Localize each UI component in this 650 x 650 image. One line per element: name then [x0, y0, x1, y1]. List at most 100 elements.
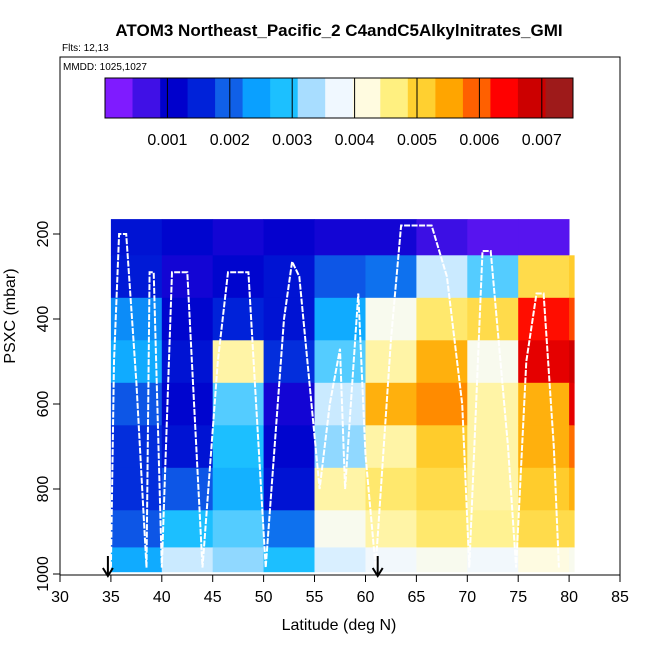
- colorbar-tick-label: 0.006: [459, 132, 499, 149]
- heatmap-cell: [314, 219, 366, 256]
- colorbar-frame: [104, 77, 574, 119]
- heatmap-cell: [569, 467, 575, 511]
- heatmap-cell: [518, 547, 570, 573]
- heatmap-cell: [263, 510, 315, 548]
- x-tick-label: 30: [51, 589, 69, 606]
- heatmap-cell: [569, 255, 575, 299]
- y-tick-label: 600: [35, 391, 52, 418]
- x-tick-label: 55: [306, 589, 324, 606]
- y-axis: 200 400 600 800 1000: [35, 221, 60, 592]
- heatmap-cell: [416, 547, 468, 573]
- heatmap-cell: [416, 382, 468, 426]
- colorbar-tick-label: 0.002: [210, 132, 250, 149]
- heatmap-cell: [110, 510, 163, 548]
- colorbar: 0.001 0.002 0.003 0.004 0.005 0.006 0.007: [104, 77, 574, 149]
- colorbar-segment: [435, 78, 464, 118]
- heatmap-cell: [416, 297, 468, 341]
- colorbar-segment: [462, 78, 491, 118]
- colorbar-segment: [242, 78, 271, 118]
- y-tick-label: 400: [35, 306, 52, 333]
- heatmap-cell: [569, 297, 575, 341]
- colorbar-segment: [187, 78, 216, 118]
- heatmap-cell: [467, 547, 519, 573]
- heatmap-cell: [212, 547, 264, 573]
- x-tick-label: 35: [102, 589, 120, 606]
- heatmap-cell: [416, 510, 468, 548]
- y-axis-label: PSXC (mbar): [2, 268, 19, 363]
- flight-track: [109, 224, 560, 568]
- heatmap-cell: [161, 425, 214, 469]
- colorbar-segment: [407, 78, 436, 118]
- colorbar-segment: [297, 78, 326, 118]
- heatmap-cell: [569, 510, 575, 548]
- y-tick-label: 200: [35, 221, 52, 248]
- heatmap-cell: [365, 255, 417, 299]
- colorbar-segment: [517, 78, 546, 118]
- colorbar-segment: [270, 78, 299, 118]
- heatmap-cell: [416, 340, 468, 384]
- heatmap-cell: [518, 340, 570, 384]
- heatmap-cell: [518, 219, 570, 256]
- x-tick-label: 40: [153, 589, 171, 606]
- y-tick-label: 1000: [35, 556, 52, 592]
- heatmap-cell: [263, 382, 315, 426]
- heatmap-cell: [518, 467, 570, 511]
- heatmap-cell: [518, 425, 570, 469]
- heatmap-cell: [416, 467, 468, 511]
- colorbar-tick-label: 0.004: [335, 132, 375, 149]
- date-annotation: MMDD: 1025,1027: [63, 62, 147, 73]
- heatmap-cell: [518, 510, 570, 548]
- heatmap-cell: [467, 467, 519, 511]
- heatmap-cell: [467, 425, 519, 469]
- colorbar-segment: [160, 78, 188, 118]
- heatmap-cell: [569, 382, 575, 426]
- latitude-arrows: [102, 556, 384, 578]
- colorbar-tick-label: 0.007: [522, 132, 562, 149]
- x-tick-label: 50: [255, 589, 273, 606]
- heatmap-cell: [518, 382, 570, 426]
- latitude-arrow-head: [371, 567, 384, 578]
- heatmap-cell: [212, 510, 264, 548]
- heatmap-cell: [314, 382, 366, 426]
- heatmap-cell: [518, 255, 570, 299]
- heatmap-cell: [110, 425, 163, 469]
- heatmap-cell: [212, 219, 264, 256]
- heatmap-cell: [569, 547, 575, 573]
- heatmap-cell: [467, 219, 519, 256]
- colorbar-segment: [105, 78, 133, 118]
- heatmap-cell: [161, 467, 214, 511]
- x-tick-label: 85: [611, 589, 629, 606]
- heatmap-cell: [569, 340, 575, 384]
- heatmap-cell: [161, 547, 214, 573]
- colorbar-segment: [545, 78, 574, 118]
- heatmap-cell: [416, 425, 468, 469]
- x-tick-label: 45: [204, 589, 222, 606]
- colorbar-segment: [352, 78, 381, 118]
- latitude-arrow-head: [102, 567, 114, 578]
- heatmap-cell: [161, 382, 214, 426]
- colorbar-segment: [215, 78, 243, 118]
- heatmap-cell: [365, 425, 417, 469]
- flight-track-line: [109, 224, 560, 568]
- heatmap-cell: [212, 467, 264, 511]
- heatmap-cell: [212, 255, 264, 299]
- x-axis: 30 35 40 45 50 55 60 65 70 75 80 85: [51, 575, 629, 606]
- colorbar-segment: [132, 78, 161, 118]
- heatmap-cell: [110, 467, 163, 511]
- x-tick-label: 75: [509, 589, 527, 606]
- heatmap-cell: [110, 547, 163, 573]
- heatmap-cells: [110, 219, 575, 573]
- x-tick-label: 60: [357, 589, 375, 606]
- x-tick-label: 65: [408, 589, 426, 606]
- colorbar-tick-label: 0.005: [397, 132, 437, 149]
- x-axis-label: Latitude (deg N): [282, 617, 397, 634]
- flights-annotation: Flts: 12,13: [62, 43, 109, 54]
- heatmap-cell: [314, 467, 366, 511]
- heatmap-cell: [467, 297, 519, 341]
- heatmap-cell: [314, 547, 366, 573]
- heatmap-cell: [467, 510, 519, 548]
- heatmap-cell: [314, 255, 366, 299]
- x-tick-label: 80: [560, 589, 578, 606]
- x-tick-label: 70: [458, 589, 476, 606]
